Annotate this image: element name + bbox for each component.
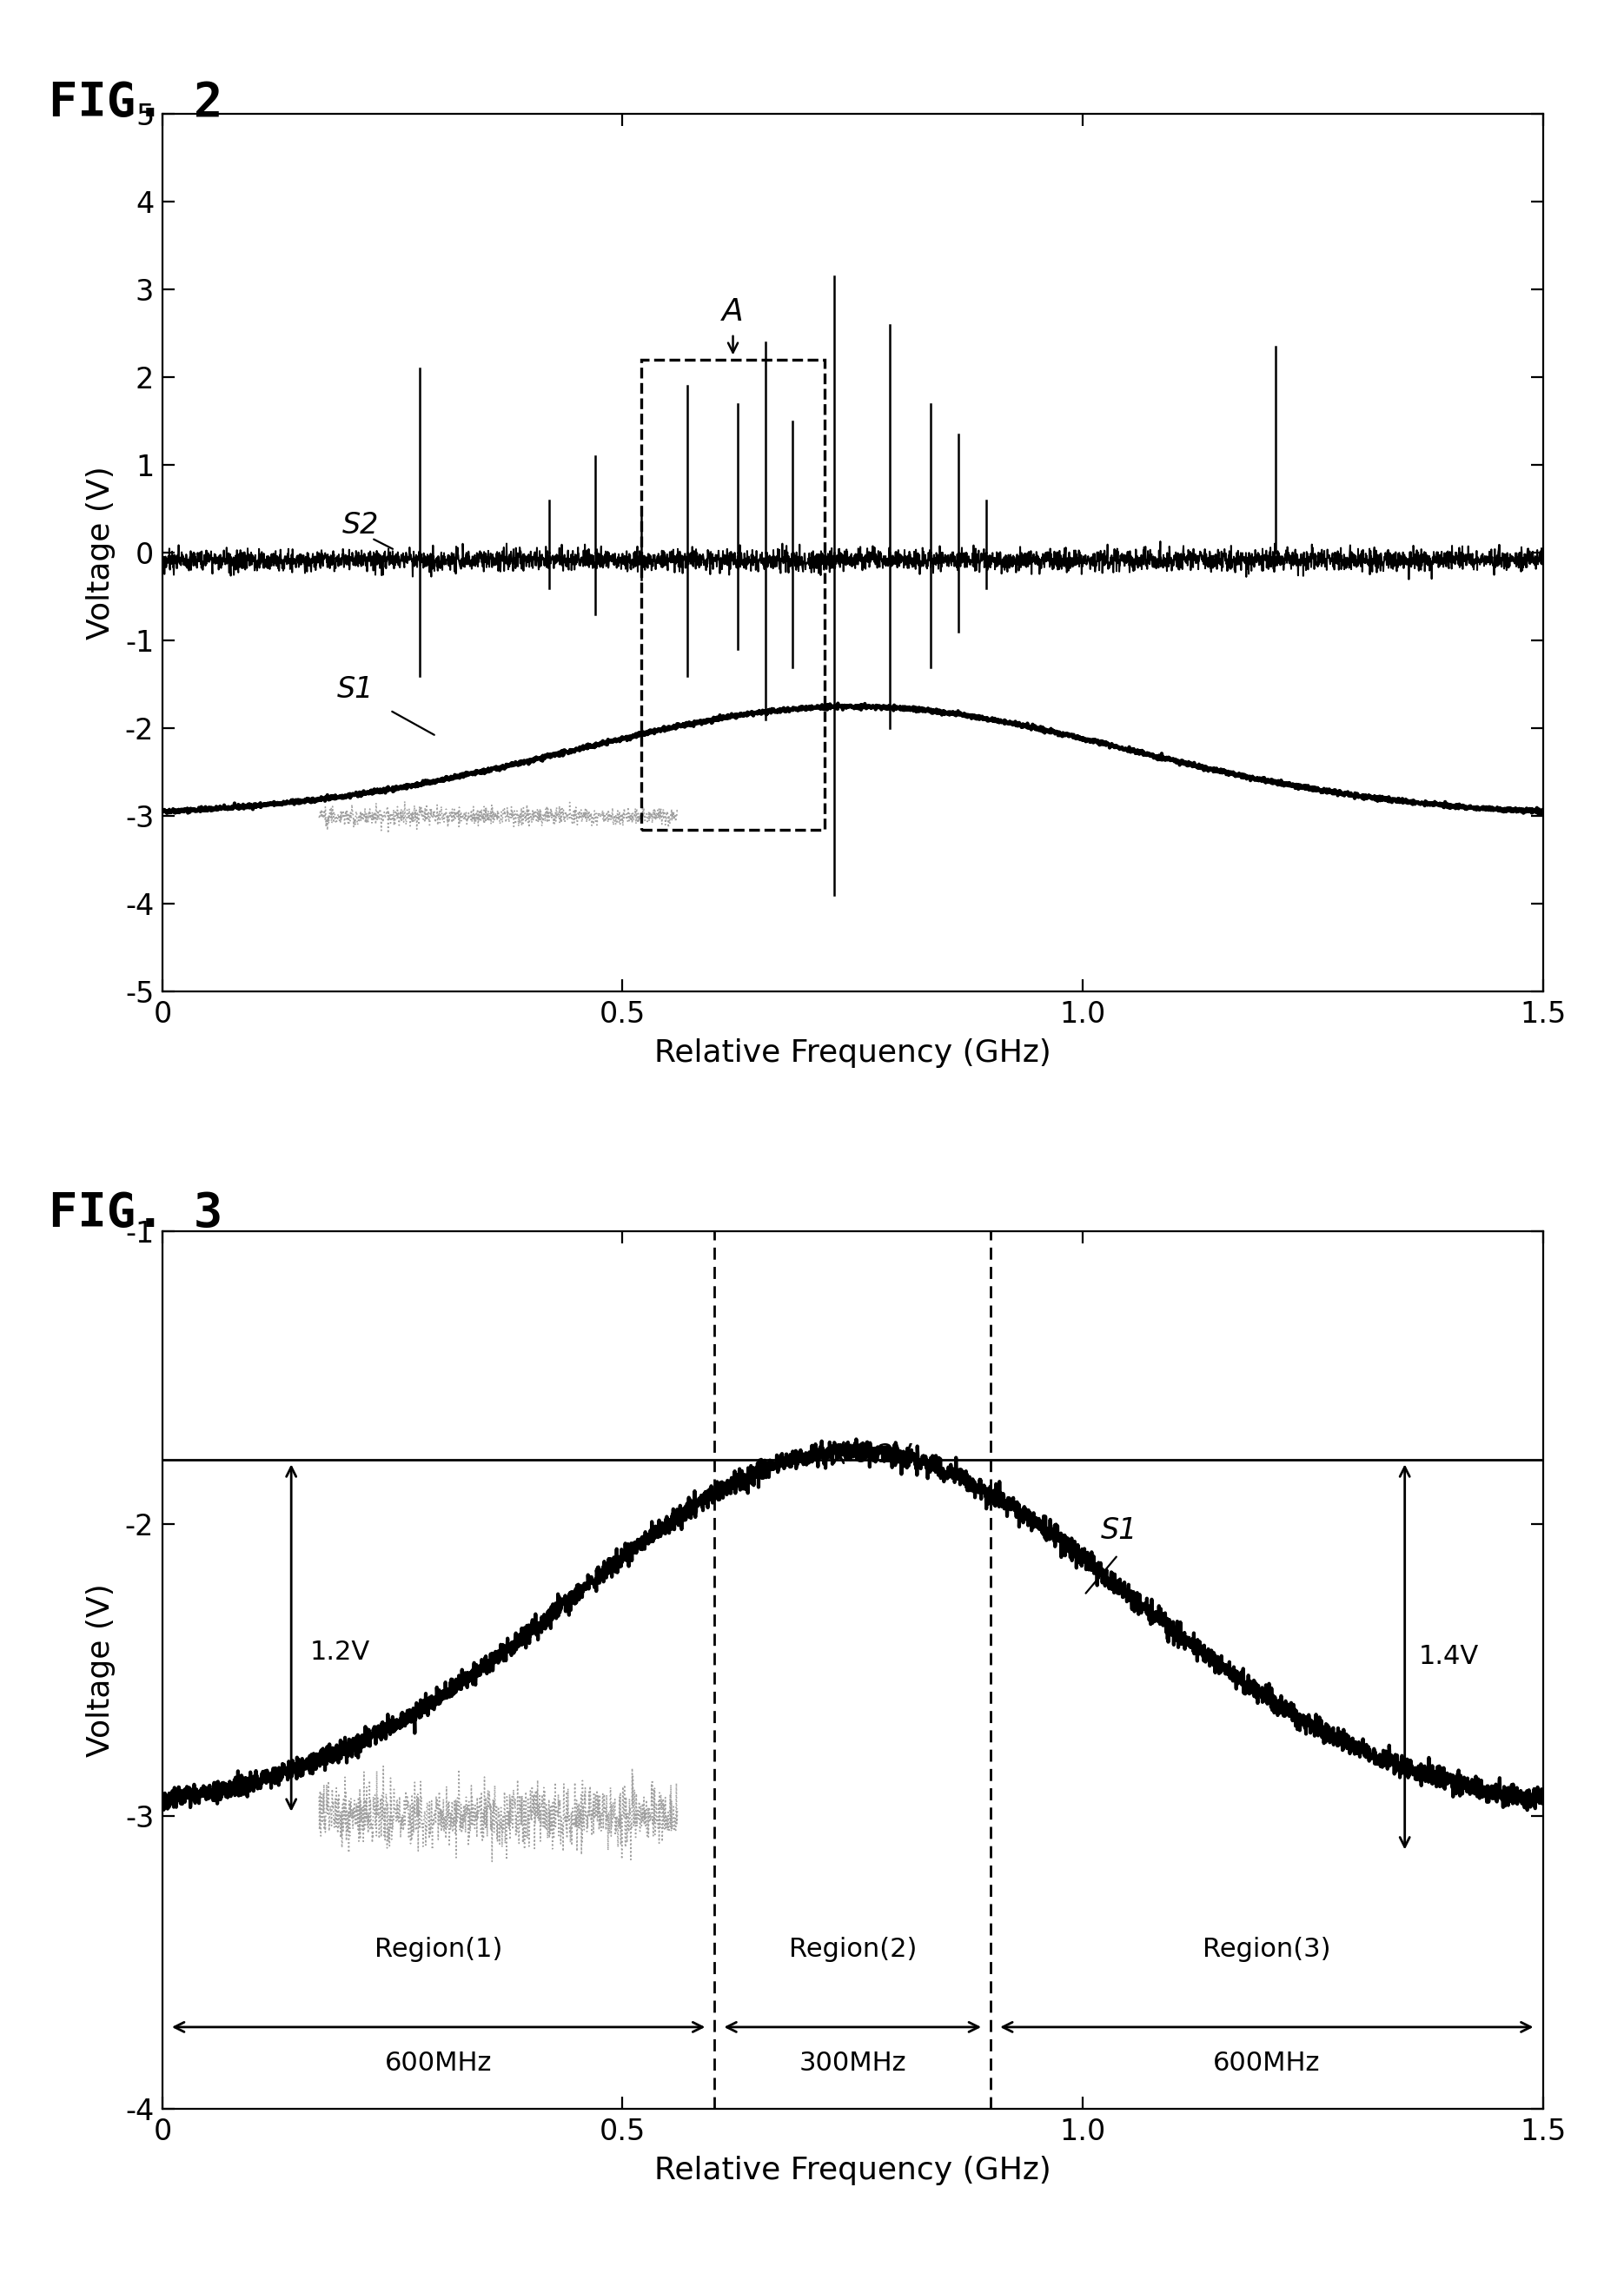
Text: Region(1): Region(1) [375, 1938, 502, 1963]
Text: FIG. 2: FIG. 2 [49, 80, 222, 125]
Text: Region(2): Region(2) [789, 1938, 916, 1963]
Text: S1: S1 [338, 675, 374, 705]
Text: 300MHz: 300MHz [799, 2050, 906, 2075]
Text: 1.2V: 1.2V [310, 1639, 370, 1664]
Text: Region(3): Region(3) [1203, 1938, 1330, 1963]
Text: S2: S2 [341, 511, 378, 540]
Text: S1: S1 [1101, 1516, 1138, 1544]
Text: FIG. 3: FIG. 3 [49, 1190, 222, 1236]
Y-axis label: Voltage (V): Voltage (V) [86, 465, 115, 641]
Text: 1.4V: 1.4V [1419, 1644, 1479, 1669]
X-axis label: Relative Frequency (GHz): Relative Frequency (GHz) [654, 2157, 1051, 2184]
Y-axis label: Voltage (V): Voltage (V) [86, 1582, 115, 1758]
Text: 600MHz: 600MHz [385, 2050, 492, 2075]
Text: 600MHz: 600MHz [1213, 2050, 1320, 2075]
X-axis label: Relative Frequency (GHz): Relative Frequency (GHz) [654, 1040, 1051, 1067]
Text: A: A [723, 296, 744, 353]
Bar [641, 360, 825, 830]
Text: 0.2V: 0.2V [853, 1443, 913, 1468]
